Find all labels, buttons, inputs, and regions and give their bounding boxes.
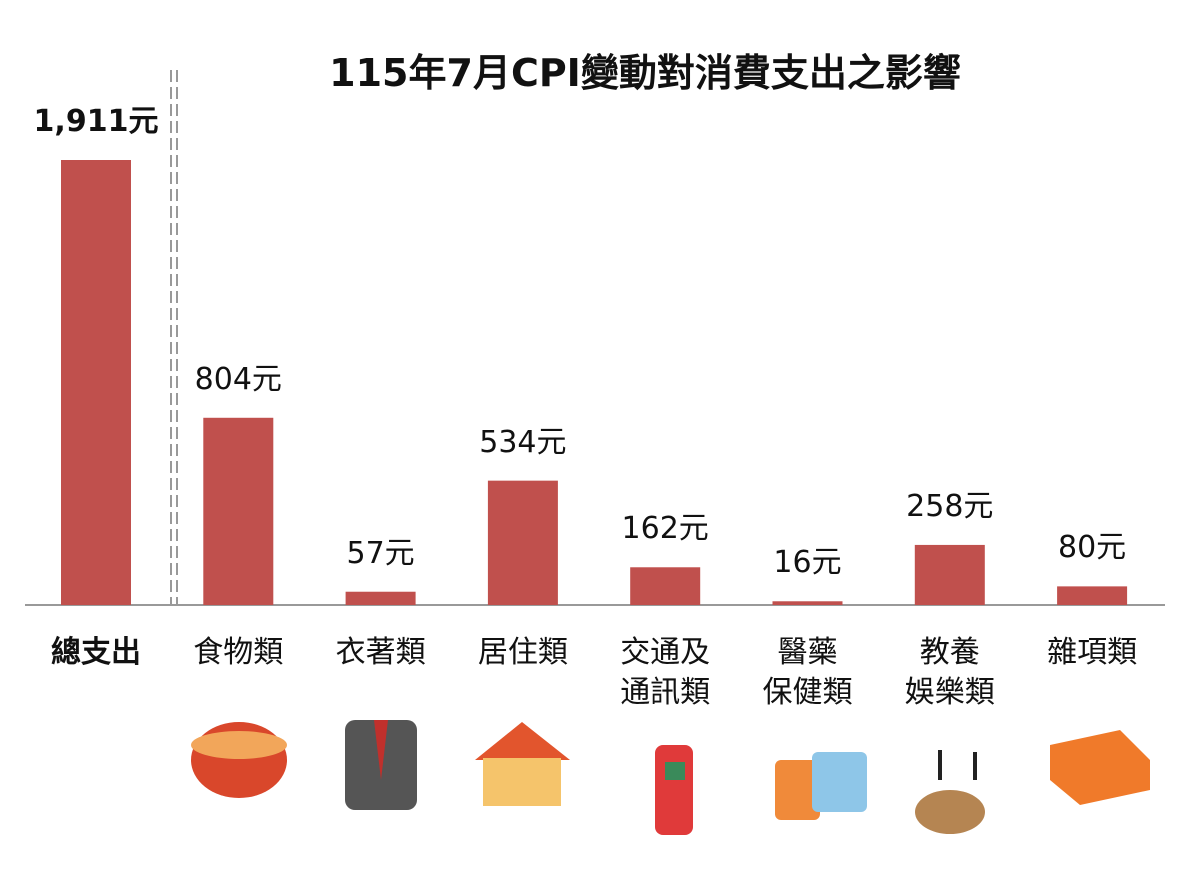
value-label: 57元 [346, 535, 415, 571]
bar [61, 160, 131, 605]
value-label: 1,911元 [33, 104, 159, 139]
x-tick-label: 交通及 通訊類 [620, 635, 711, 710]
bar [1057, 586, 1128, 605]
value-label: 804元 [194, 361, 282, 397]
bar [630, 567, 701, 605]
bar [487, 480, 558, 605]
x-tick-label: 總支出 [51, 635, 141, 670]
value-label: 162元 [621, 511, 709, 547]
bar [345, 591, 416, 605]
icons [191, 720, 1150, 835]
value-label: 258元 [906, 488, 994, 524]
bar [203, 417, 274, 605]
x-tick-label: 教養 娛樂類 [904, 635, 995, 710]
x-tick-label: 居住類 [477, 635, 568, 670]
x-tick-label: 衣著類 [335, 635, 426, 670]
chart-title: 115年7月CPI變動對消費支出之影響 [329, 51, 961, 95]
bar [772, 601, 843, 605]
x-tick-label: 雜項類 [1047, 635, 1138, 670]
value-label: 80元 [1058, 530, 1127, 566]
value-label: 534元 [479, 424, 567, 460]
x-tick-label: 食物類 [193, 635, 284, 670]
value-label: 16元 [773, 545, 842, 581]
x-tick-label: 醫藥 保健類 [762, 635, 853, 710]
bar [914, 544, 985, 605]
